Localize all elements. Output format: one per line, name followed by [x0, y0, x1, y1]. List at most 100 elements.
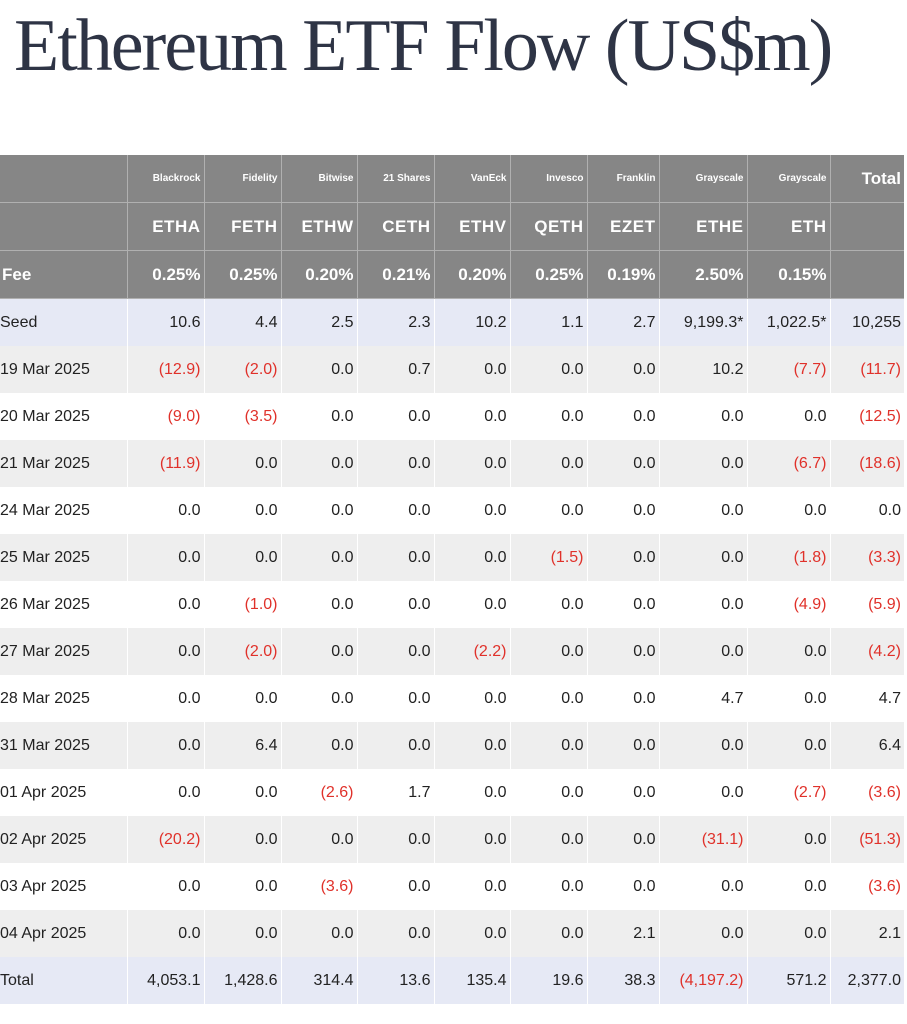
value-cell: 0.0 — [509, 722, 587, 769]
value-cell: 0.0 — [433, 769, 510, 816]
value-cell: 0.0 — [203, 910, 281, 957]
value-cell: 10,255 — [829, 298, 904, 346]
value-cell: 0.0 — [280, 816, 357, 863]
total-header: Total — [829, 155, 904, 203]
fee-cell: 0.20% — [433, 250, 510, 299]
row-label-cell: 28 Mar 2025 — [0, 675, 127, 722]
value-cell: 0.0 — [586, 440, 659, 487]
value-cell: 0.0 — [433, 346, 510, 393]
value-cell: 0.0 — [280, 487, 357, 534]
issuer-header-row: Blackrock Fidelity Bitwise 21 Shares Van… — [0, 155, 904, 203]
value-cell: 0.0 — [746, 722, 830, 769]
value-cell: 0.0 — [356, 628, 434, 675]
value-cell: (5.9) — [829, 581, 904, 628]
value-cell: 0.0 — [126, 487, 204, 534]
ticker-cell: EZET — [586, 202, 659, 251]
fee-cell: 0.25% — [203, 250, 281, 299]
value-cell: 0.0 — [746, 675, 830, 722]
row-label-cell: 04 Apr 2025 — [0, 910, 127, 957]
value-cell: 0.0 — [509, 487, 587, 534]
value-cell: (12.9) — [126, 346, 204, 393]
value-cell: 0.0 — [356, 534, 434, 581]
value-cell: 0.0 — [356, 910, 434, 957]
value-cell: 0.0 — [829, 487, 904, 534]
value-cell: 0.0 — [586, 769, 659, 816]
fee-cell: 0.20% — [280, 250, 357, 299]
fee-label: Fee — [0, 250, 127, 299]
ticker-cell: ETHA — [126, 202, 204, 251]
value-cell: 0.0 — [280, 346, 357, 393]
value-cell: 0.0 — [126, 675, 204, 722]
value-cell: (3.6) — [280, 863, 357, 910]
table-row: 01 Apr 2025 0.0 0.0 (2.6) 1.7 0.0 0.0 0.0 0.0 (2.… — [0, 769, 904, 816]
value-cell: 4.4 — [203, 298, 281, 346]
value-cell: 0.0 — [746, 863, 830, 910]
table-row: 31 Mar 2025 0.0 6.4 0.0 0.0 0.0 0.0 0.0 0.0 0.0 6.… — [0, 722, 904, 769]
value-cell: 0.0 — [658, 487, 747, 534]
value-cell: 1.7 — [356, 769, 434, 816]
row-label-cell: 21 Mar 2025 — [0, 440, 127, 487]
value-cell: 4,053.1 — [126, 957, 204, 1004]
value-cell: (11.7) — [829, 346, 904, 393]
value-cell: (3.6) — [829, 769, 904, 816]
value-cell: 0.0 — [433, 440, 510, 487]
value-cell: 0.0 — [203, 816, 281, 863]
value-cell: 0.0 — [509, 910, 587, 957]
issuer-cell: Blackrock — [126, 155, 204, 203]
value-cell: 0.0 — [433, 722, 510, 769]
value-cell: 0.0 — [203, 769, 281, 816]
value-cell: (31.1) — [658, 816, 747, 863]
value-cell: 0.0 — [509, 346, 587, 393]
value-cell: (3.5) — [203, 393, 281, 440]
value-cell: 0.0 — [586, 393, 659, 440]
ticker-cell — [829, 202, 904, 251]
value-cell: (4.9) — [746, 581, 830, 628]
value-cell: 1,022.5* — [746, 298, 830, 346]
value-cell: 0.0 — [658, 628, 747, 675]
value-cell: (4,197.2) — [658, 957, 747, 1004]
table-row: 03 Apr 2025 0.0 0.0 (3.6) 0.0 0.0 0.0 0.0 0.0 0.0… — [0, 863, 904, 910]
value-cell: 0.0 — [126, 863, 204, 910]
value-cell: 1,428.6 — [203, 957, 281, 1004]
ticker-cell: QETH — [509, 202, 587, 251]
value-cell: (2.0) — [203, 346, 281, 393]
value-cell: 9,199.3* — [658, 298, 747, 346]
value-cell: (7.7) — [746, 346, 830, 393]
value-cell: 0.0 — [509, 675, 587, 722]
value-cell: 0.0 — [586, 487, 659, 534]
row-label-cell: 01 Apr 2025 — [0, 769, 127, 816]
value-cell: 0.0 — [126, 628, 204, 675]
value-cell: 0.0 — [433, 910, 510, 957]
fee-cell — [829, 250, 904, 299]
value-cell: 0.0 — [433, 581, 510, 628]
value-cell: 0.0 — [280, 675, 357, 722]
value-cell: 0.0 — [586, 722, 659, 769]
value-cell: 0.0 — [126, 910, 204, 957]
value-cell: (9.0) — [126, 393, 204, 440]
ticker-cell: CETH — [356, 202, 434, 251]
value-cell: 0.0 — [586, 675, 659, 722]
value-cell: 0.7 — [356, 346, 434, 393]
value-cell: 0.0 — [280, 534, 357, 581]
row-label-cell: Seed — [0, 298, 127, 346]
value-cell: 2.1 — [829, 910, 904, 957]
value-cell: 0.0 — [586, 581, 659, 628]
value-cell: 0.0 — [356, 487, 434, 534]
table-row: 02 Apr 2025 (20.2) 0.0 0.0 0.0 0.0 0.0 0.0 (31.1… — [0, 816, 904, 863]
table-row: 20 Mar 2025 (9.0) (3.5) 0.0 0.0 0.0 0.0 0.0 0.0 0… — [0, 393, 904, 440]
issuer-cell: Grayscale — [658, 155, 747, 203]
value-cell: 0.0 — [433, 675, 510, 722]
value-cell: 0.0 — [509, 863, 587, 910]
value-cell: (20.2) — [126, 816, 204, 863]
table-row: 24 Mar 2025 0.0 0.0 0.0 0.0 0.0 0.0 0.0 0.0 0.0 0.… — [0, 487, 904, 534]
value-cell: 0.0 — [356, 393, 434, 440]
row-label-cell: 03 Apr 2025 — [0, 863, 127, 910]
value-cell: (18.6) — [829, 440, 904, 487]
value-cell: 2.3 — [356, 298, 434, 346]
etf-flow-table: Blackrock Fidelity Bitwise 21 Shares Van… — [0, 155, 904, 1004]
table-row: 21 Mar 2025 (11.9) 0.0 0.0 0.0 0.0 0.0 0.0 0.0 (6… — [0, 440, 904, 487]
value-cell: (6.7) — [746, 440, 830, 487]
value-cell: 4.7 — [658, 675, 747, 722]
header-cell — [0, 202, 127, 251]
value-cell: (2.7) — [746, 769, 830, 816]
